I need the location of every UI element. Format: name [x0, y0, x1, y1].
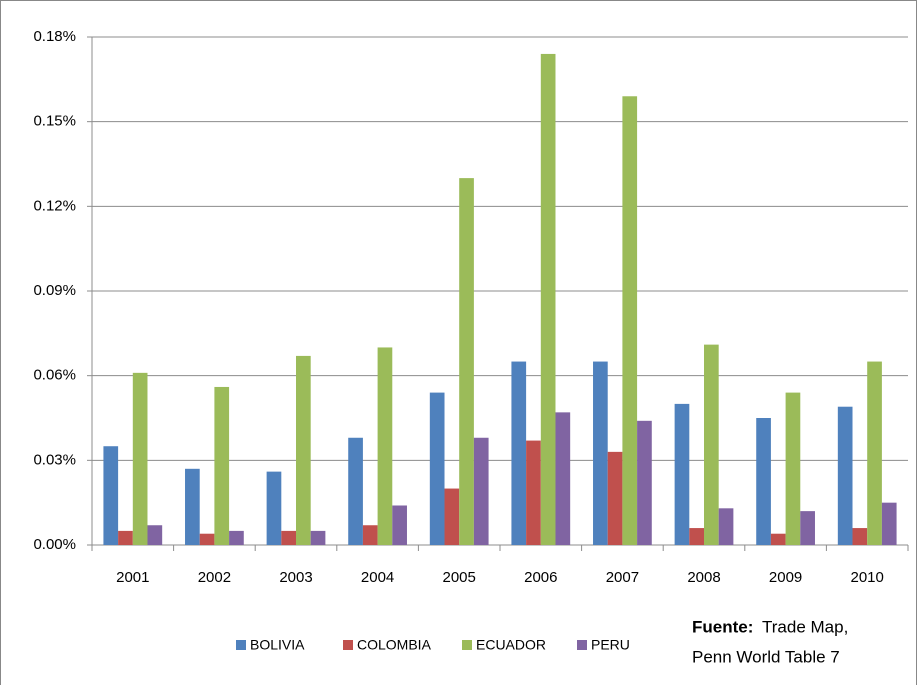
bar [593, 361, 608, 545]
bar [867, 361, 882, 545]
bar [622, 96, 638, 546]
x-tick-label: 2006 [524, 569, 557, 586]
bar [785, 392, 801, 545]
bar [266, 471, 282, 545]
x-tick-label: 2001 [116, 569, 149, 586]
legend-swatch [236, 640, 246, 650]
bar [229, 530, 244, 545]
bar [118, 530, 133, 545]
bar [310, 530, 326, 545]
bar [348, 437, 363, 545]
legend-swatch [577, 640, 587, 650]
bar [377, 347, 393, 545]
bar [459, 178, 474, 545]
bar [103, 446, 119, 545]
source-line: Penn World Table 7 [692, 647, 840, 666]
bar [555, 412, 571, 545]
bar [718, 508, 734, 545]
legend-swatch [462, 640, 472, 650]
bar [689, 528, 704, 545]
x-tick-label: 2004 [361, 569, 394, 586]
bar [607, 451, 623, 545]
bar [296, 355, 311, 545]
x-tick-label: 2003 [279, 569, 312, 586]
y-tick-label: 0.03% [33, 451, 76, 468]
bar [473, 437, 489, 545]
bar [444, 488, 460, 545]
bar [674, 403, 690, 545]
bar [756, 418, 771, 545]
bar [429, 392, 445, 545]
y-tick-label: 0.06% [33, 367, 76, 384]
legend-label: BOLIVIA [250, 637, 305, 653]
bar [511, 361, 527, 545]
bar [185, 468, 200, 545]
bar [362, 525, 378, 545]
y-tick-label: 0.12% [33, 197, 76, 214]
bar [637, 420, 652, 545]
x-tick-label: 2008 [687, 569, 720, 586]
legend-swatch [343, 640, 353, 650]
y-tick-label: 0.18% [33, 28, 76, 45]
bar [281, 530, 296, 545]
bar [199, 533, 215, 545]
legend-label: ECUADOR [476, 637, 546, 653]
y-tick-label: 0.15% [33, 113, 76, 130]
x-tick-label: 2009 [769, 569, 802, 586]
bar [800, 511, 815, 545]
bar [147, 525, 163, 545]
bar [704, 344, 719, 545]
legend-label: COLOMBIA [357, 637, 432, 653]
bar [540, 53, 556, 545]
y-tick-label: 0.09% [33, 282, 76, 299]
legend-label: PERU [591, 637, 630, 653]
x-tick-label: 2005 [443, 569, 476, 586]
bar [392, 505, 407, 545]
bar [881, 502, 897, 545]
x-tick-label: 2002 [198, 569, 231, 586]
bar [852, 528, 868, 545]
x-tick-label: 2010 [851, 569, 884, 586]
source-line: Trade Map, [762, 617, 848, 636]
bar [526, 440, 541, 545]
bar [132, 372, 148, 545]
bar [837, 406, 853, 545]
y-tick-label: 0.00% [33, 536, 76, 553]
source-label: Fuente: [692, 617, 753, 636]
bar [214, 386, 230, 545]
bar [770, 533, 786, 545]
x-tick-label: 2007 [606, 569, 639, 586]
